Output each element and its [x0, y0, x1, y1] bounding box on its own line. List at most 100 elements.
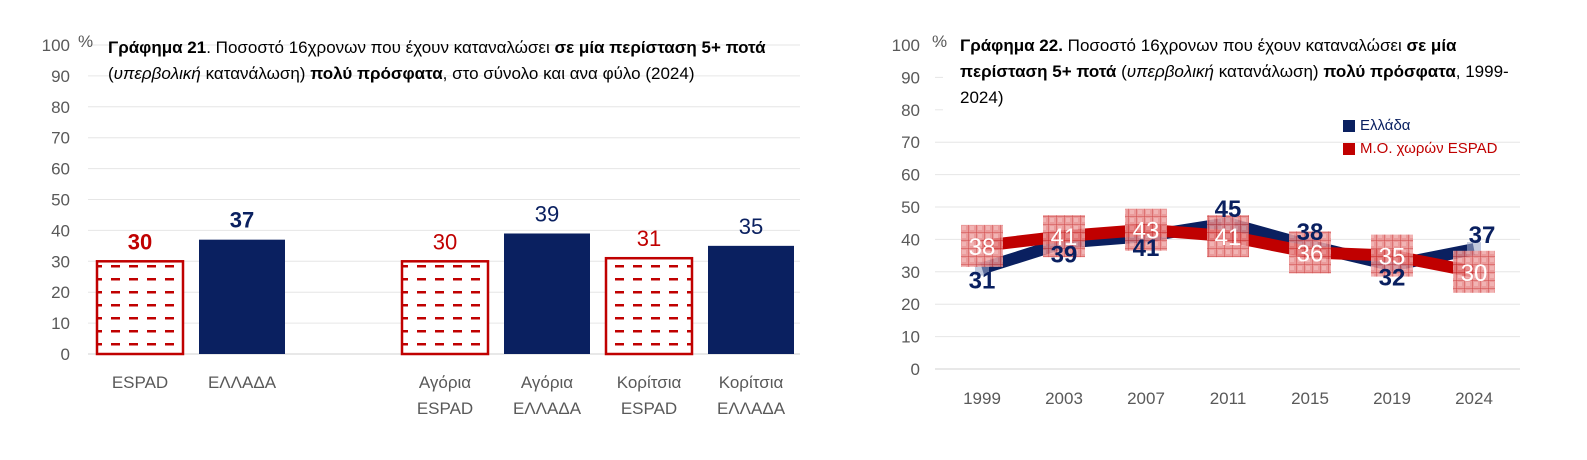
bar-chart-21: 0 10 20 30 40 50 60 70 80 90 100 % 30 ESPAD 37 ΕΛΛΑΔΑ 30…: [42, 32, 800, 418]
y-tick-label: 100: [42, 36, 70, 55]
marker-espad: [961, 224, 1003, 267]
title-part: υπερβολική: [113, 64, 201, 83]
chart-21-title: Γράφημα 21. Ποσοστό 16χρονων που έχουν κ…: [108, 35, 808, 87]
x-tick-label: 2011: [1210, 389, 1247, 408]
legend-item-espad: Μ.Ο. χωρών ESPAD: [1343, 137, 1498, 160]
marker-espad: [1207, 215, 1249, 258]
point-label-greece: 37: [1469, 222, 1496, 249]
bar-espad: [604, 256, 694, 356]
x-category-label: ΕΛΛΑΔΑ: [208, 373, 277, 392]
y-tick-label: 50: [51, 191, 70, 210]
y-tick-label: 70: [901, 133, 920, 152]
y-tick-label: 80: [51, 98, 70, 117]
x-tick-label: 2015: [1291, 389, 1329, 408]
x-category-label: ΕΛΛΑΔΑ: [717, 399, 786, 418]
y-tick-label: 30: [51, 252, 70, 271]
bar-value-label: 30: [433, 229, 457, 254]
y-tick-label: 20: [51, 283, 70, 302]
bar-espad: [95, 260, 185, 356]
marker-espad: [1453, 250, 1495, 293]
title-part: (: [1116, 62, 1127, 81]
marker-espad: [1043, 215, 1085, 258]
title-part: . Ποσοστό 16χρονων που έχουν καταναλώσει: [206, 38, 555, 57]
x-category-label: ΕΛΛΑΔΑ: [513, 399, 582, 418]
point-label-espad: 41: [1215, 224, 1242, 251]
title-part: υπερβολική: [1126, 62, 1214, 81]
y-tick-label: 60: [51, 160, 70, 179]
y-tick-label: 40: [901, 230, 920, 249]
line-chart-22: 0 10 20 30 40 50 60 70 80 90 100 % 1999 2003 2007 2011 2…: [892, 32, 1520, 408]
y-unit-label: %: [932, 32, 947, 51]
point-label-greece: 38: [1297, 219, 1324, 246]
x-category-label: Αγόρια: [419, 373, 471, 392]
y-tick-label: 0: [61, 345, 70, 364]
title-part: , 1999-2024): [960, 62, 1509, 107]
point-label-espad: 30: [1461, 260, 1488, 287]
legend-label-espad: Μ.Ο. χωρών ESPAD: [1360, 140, 1498, 157]
bar-espad: [400, 260, 490, 356]
y-tick-label: 20: [901, 295, 920, 314]
marker-espad: [1289, 231, 1331, 274]
y-tick-label: 30: [901, 263, 920, 282]
bar-value-label: 31: [637, 226, 661, 251]
bar-value-label: 39: [535, 201, 559, 226]
x-tick-label: 2019: [1373, 389, 1411, 408]
title-part: κατανάλωση): [1213, 62, 1324, 81]
chart-22-legend: Ελλάδα Μ.Ο. χωρών ESPAD: [1343, 114, 1498, 160]
legend-label-greece: Ελλάδα: [1360, 117, 1411, 134]
title-part: σε μία περίσταση 5+ ποτά: [960, 36, 1457, 81]
x-category-label: Κορίτσια: [719, 373, 784, 392]
x-tick-label: 2003: [1045, 389, 1083, 408]
marker-espad: [1125, 208, 1167, 251]
point-label-espad: 35: [1379, 244, 1406, 271]
point-label-greece: 32: [1379, 264, 1406, 291]
x-tick-label: 1999: [963, 389, 1001, 408]
y-tick-label: 70: [51, 129, 70, 148]
x-category-label: ESPAD: [417, 399, 473, 418]
x-tick-label: 2024: [1455, 389, 1493, 408]
y-tick-label: 80: [901, 101, 920, 120]
y-tick-label: 90: [51, 67, 70, 86]
legend-item-greece: Ελλάδα: [1343, 114, 1498, 137]
legend-swatch-espad: [1343, 142, 1355, 155]
x-category-label: ESPAD: [621, 399, 677, 418]
y-tick-label: 10: [901, 328, 920, 347]
bar-greece: [199, 239, 285, 354]
title-part: Ποσοστό 16χρονων που έχουν καταναλώσει: [1062, 36, 1407, 55]
x-category-label: Αγόρια: [521, 373, 573, 392]
y-tick-label: 60: [901, 166, 920, 185]
title-part: κατανάλωση): [200, 64, 311, 83]
title-part: (: [108, 64, 114, 83]
bar-greece: [504, 233, 590, 354]
title-part: σε μία περίσταση 5+ ποτά: [554, 38, 766, 57]
title-part: πολύ πρόσφατα: [1323, 62, 1456, 81]
point-label-greece: 45: [1215, 196, 1242, 223]
title-part: πολύ πρόσφατα: [310, 64, 443, 83]
point-label-espad: 43: [1133, 218, 1160, 245]
y-tick-label: 100: [892, 36, 920, 55]
bar-value-label: 35: [739, 214, 763, 239]
point-label-greece: 31: [969, 268, 996, 295]
point-label-espad: 36: [1297, 240, 1324, 267]
point-label-greece: 41: [1133, 235, 1160, 262]
marker-espad: [1371, 234, 1413, 277]
point-label-greece: 39: [1051, 242, 1078, 269]
bar-value-label: 37: [230, 208, 254, 233]
x-category-label: Κορίτσια: [617, 373, 682, 392]
y-tick-label: 90: [901, 68, 920, 87]
title-part: , στο σύνολο και ανα φύλο (2024): [442, 64, 695, 83]
bar-greece: [708, 245, 794, 354]
legend-swatch-greece: [1343, 119, 1355, 132]
y-tick-label: 50: [901, 198, 920, 217]
y-tick-label: 10: [51, 314, 70, 333]
point-label-espad: 41: [1051, 224, 1078, 251]
y-tick-label: 40: [51, 221, 70, 240]
x-tick-label: 2007: [1127, 389, 1165, 408]
title-part: Γράφημα 22.: [960, 36, 1063, 55]
y-unit-label: %: [78, 32, 93, 51]
y-tick-label: 0: [911, 360, 920, 379]
point-label-espad: 38: [969, 234, 996, 261]
bar-value-label: 30: [128, 229, 152, 254]
chart-22-title: Γράφημα 22. Ποσοστό 16χρονων που έχουν κ…: [960, 33, 1530, 111]
